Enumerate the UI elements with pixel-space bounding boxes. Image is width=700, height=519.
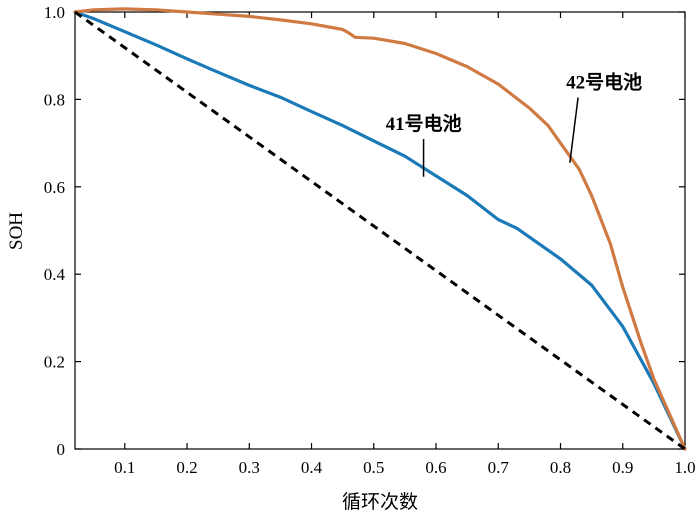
x-tick-label: 0.4 — [301, 458, 323, 477]
x-tick-label: 0.2 — [176, 458, 197, 477]
y-tick-label: 0 — [57, 440, 66, 459]
x-axis-ticks: 0.1 0.2 0.3 0.4 0.5 0.6 0.7 0.8 0.9 1.0 — [114, 12, 696, 477]
y-tick-label: 0.4 — [44, 265, 66, 284]
y-tick-label: 0.2 — [44, 353, 65, 372]
x-tick-label: 0.5 — [363, 458, 384, 477]
y-axis-ticks: 0 0.2 0.4 0.6 0.8 1.0 — [44, 3, 685, 459]
x-tick-label: 0.7 — [488, 458, 510, 477]
x-tick-label: 0.8 — [550, 458, 571, 477]
y-tick-label: 0.8 — [44, 90, 65, 109]
series-42-label: 42号电池 — [566, 70, 642, 93]
plot-border — [74, 11, 686, 450]
x-tick-label: 0.3 — [239, 458, 260, 477]
x-tick-label: 0.9 — [612, 458, 633, 477]
y-tick-label: 1.0 — [44, 3, 65, 22]
x-tick-label: 0.1 — [114, 458, 135, 477]
x-tick-label: 0.6 — [425, 458, 446, 477]
x-tick-label: 1.0 — [674, 458, 695, 477]
x-axis-title: 循环次数 — [342, 491, 418, 513]
series-layer — [73, 7, 687, 451]
series-42-battery-line — [73, 7, 687, 451]
series-41-battery-line — [73, 10, 687, 451]
y-axis-title: SOH — [6, 212, 27, 250]
plot-frame — [74, 11, 686, 450]
annotation-layer: 41号电池 42号电池 — [386, 70, 642, 177]
y-tick-label: 0.6 — [44, 178, 65, 197]
series-41-label: 41号电池 — [386, 112, 462, 135]
annotation-leader-line — [569, 97, 579, 163]
